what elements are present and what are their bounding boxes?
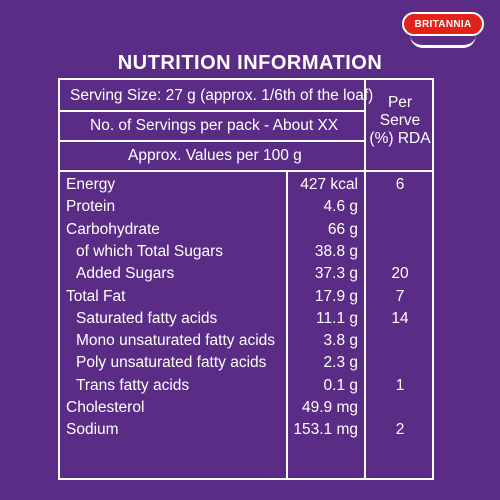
- nutrient-name: Protein: [66, 198, 116, 216]
- nutrient-value: 427 kcal: [300, 176, 358, 193]
- nutrient-row: Total Fat 17.9 g 7: [60, 288, 432, 310]
- nutrient-value: 3.8 g: [323, 332, 358, 350]
- nutrient-rda: 1: [395, 376, 405, 394]
- nutrient-row: Poly unsaturated fatty acids 2.3 g: [60, 354, 432, 376]
- nutrition-table: Serving Size: 27 g (approx. 1/6th of the…: [58, 78, 434, 480]
- page-title: NUTRITION INFORMATION: [117, 52, 383, 74]
- nutrient-value: 17.9 g: [314, 287, 358, 305]
- nutrient-name: Cholesterol: [66, 399, 145, 416]
- rda-line-2: Serve: [379, 112, 421, 129]
- nutrient-name: Trans fatty acids: [76, 376, 190, 394]
- nutrient-row: Added Sugars 37.3 g 20: [60, 265, 432, 287]
- nutrient-value: 66 g: [327, 220, 358, 238]
- nutrient-row: Carbohydrate 66 g: [60, 221, 432, 243]
- nutrient-rda: 20: [391, 265, 409, 283]
- nutrient-row: Cholesterol 49.9 mg: [60, 399, 432, 421]
- nutrient-name: Sodium: [66, 421, 119, 439]
- nutrient-value: 4.6 g: [323, 198, 358, 216]
- nutrient-name: Total Fat: [66, 287, 126, 305]
- nutrient-row: Mono unsaturated fatty acids 3.8 g: [60, 332, 432, 354]
- serving-size: Serving Size: 27 g (approx. 1/6th of the…: [70, 87, 374, 104]
- nutrient-row: Sodium 153.1 mg 2: [60, 421, 432, 443]
- nutrient-rda: 6: [395, 176, 405, 193]
- nutrient-row: Protein 4.6 g: [60, 198, 432, 220]
- nutrient-value: 37.3 g: [314, 265, 358, 283]
- nutrient-value: 49.9 mg: [301, 399, 358, 416]
- rda-line-1: Per: [387, 94, 413, 111]
- nutrient-rda: 2: [395, 421, 405, 439]
- servings-per-pack: No. of Servings per pack - About XX: [90, 117, 339, 134]
- nutrient-name: Added Sugars: [76, 265, 175, 283]
- divider: [286, 172, 288, 478]
- nutrient-name: of which Total Sugars: [76, 242, 224, 260]
- divider: [364, 80, 366, 478]
- nutrient-value: 153.1 mg: [293, 421, 358, 439]
- nutrient-rda: 7: [395, 287, 405, 305]
- nutrient-value: 38.8 g: [314, 242, 358, 260]
- nutrient-name: Mono unsaturated fatty acids: [76, 332, 276, 350]
- divider: [60, 170, 432, 172]
- nutrient-name: Carbohydrate: [66, 220, 160, 238]
- nutrient-rda: 14: [391, 309, 409, 327]
- nutrient-name: Poly unsaturated fatty acids: [76, 354, 267, 372]
- nutrient-row: Trans fatty acids 0.1 g 1: [60, 377, 432, 399]
- divider: [60, 110, 364, 112]
- divider: [60, 140, 364, 142]
- nutrient-value: 0.1 g: [323, 376, 358, 394]
- nutrient-row: Energy 427 kcal 6: [60, 176, 432, 198]
- nutrient-row: Saturated fatty acids 11.1 g 14: [60, 310, 432, 332]
- nutrient-row: of which Total Sugars 38.8 g: [60, 243, 432, 265]
- nutrient-value: 2.3 g: [323, 354, 358, 372]
- nutrient-name: Saturated fatty acids: [76, 309, 218, 327]
- nutrient-name: Energy: [66, 176, 116, 193]
- rda-line-3: (%) RDA: [369, 130, 431, 147]
- britannia-logo: BRITANNIA: [402, 8, 484, 48]
- logo-swoosh: [410, 35, 476, 48]
- nutrient-value: 11.1 g: [316, 309, 358, 327]
- values-per: Approx. Values per 100 g: [128, 147, 302, 164]
- rda-header: Per Serve (%) RDA: [366, 94, 434, 148]
- brand-name: BRITANNIA: [402, 12, 484, 36]
